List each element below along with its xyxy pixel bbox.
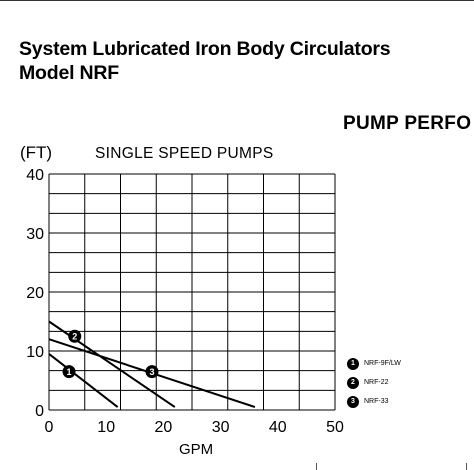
y-tick-label: 10: [26, 344, 44, 361]
curve-marker: [68, 329, 82, 343]
legend-label: NRF-9F/LW: [364, 360, 401, 367]
chart-title: SINGLE SPEED PUMPS: [95, 145, 274, 162]
y-tick-label: 0: [35, 403, 44, 420]
curve-marker: [145, 365, 159, 379]
y-axis-label: (FT): [20, 143, 53, 162]
y-tick-label: 30: [26, 226, 44, 243]
section-heading: PUMP PERFO: [343, 113, 472, 134]
legend-item: 1 NRF-9F/LW: [347, 354, 401, 373]
x-tick-label: 50: [326, 419, 344, 436]
legend-label: NRF-33: [364, 398, 389, 405]
footer-tick: [316, 463, 317, 470]
legend-badge: 2: [347, 376, 359, 389]
pump-curve-line: [48, 353, 119, 408]
footer-tick: [466, 463, 467, 470]
legend-label: NRF-22: [364, 379, 389, 386]
legend-badge: 3: [347, 395, 359, 408]
curve-marker-label: 1: [67, 367, 72, 377]
top-rule: [0, 0, 474, 1]
curve-marker: [62, 365, 76, 379]
curve-marker-label: 3: [149, 367, 154, 377]
y-tick-label: 40: [26, 167, 44, 184]
x-tick-label: 10: [97, 419, 115, 436]
curve-marker-label: 2: [72, 331, 77, 341]
legend-item: 2 NRF-22: [347, 373, 401, 392]
x-axis-label: GPM: [179, 441, 214, 458]
x-tick-label: 40: [269, 419, 287, 436]
legend-badge: 1: [347, 357, 359, 370]
legend-item: 3 NRF-33: [347, 392, 401, 411]
x-tick-label: 20: [155, 419, 173, 436]
y-tick-label: 20: [26, 285, 44, 302]
page-title: System Lubricated Iron Body Circulators: [19, 38, 391, 60]
x-tick-label: 30: [212, 419, 230, 436]
model-subtitle: Model NRF: [19, 62, 120, 84]
x-tick-label: 0: [45, 419, 54, 436]
chart-legend: 1 NRF-9F/LW 2 NRF-22 3 NRF-33: [347, 354, 401, 411]
